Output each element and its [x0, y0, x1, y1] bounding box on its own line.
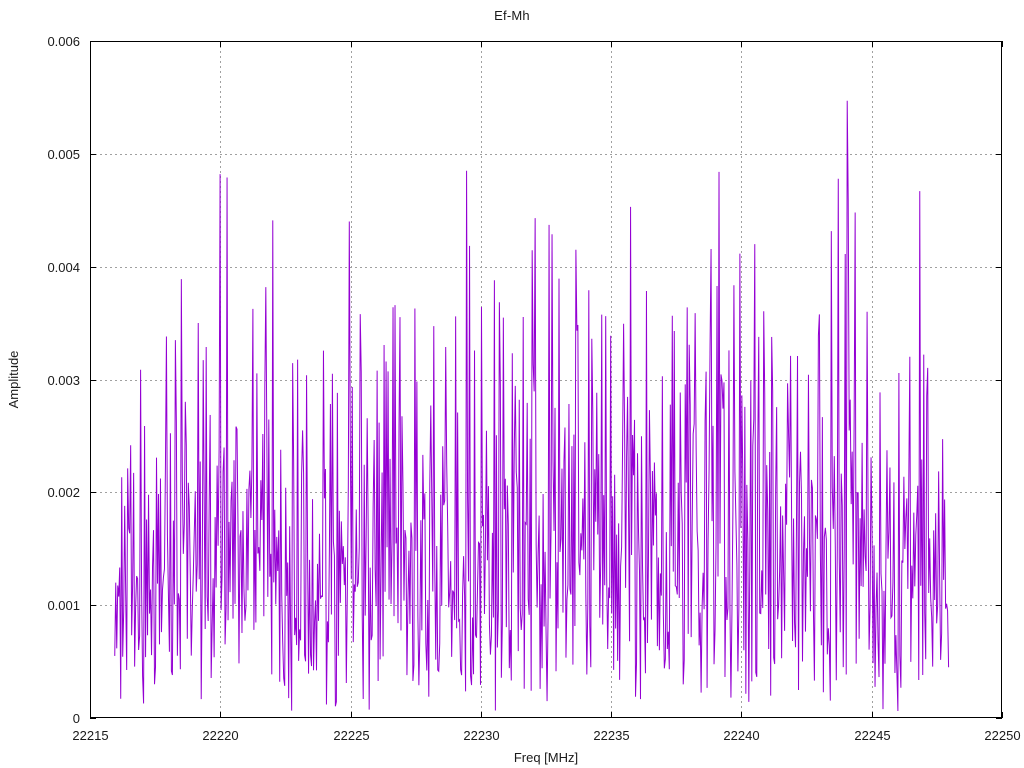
chart-title: Ef-Mh	[494, 8, 530, 23]
x-tick-label: 22230	[463, 728, 499, 743]
y-tick-label: 0	[73, 711, 80, 726]
x-tick-label: 22235	[593, 728, 629, 743]
y-tick-label: 0.003	[47, 373, 80, 388]
data-series-layer	[114, 100, 950, 712]
y-tick-label: 0.005	[47, 147, 80, 162]
data-series-line	[114, 100, 950, 712]
x-tick-label: 22245	[854, 728, 890, 743]
y-tick-label: 0.006	[47, 34, 80, 49]
x-tick-label: 22240	[723, 728, 759, 743]
x-tick-label: 22225	[333, 728, 369, 743]
y-tick-label: 0.001	[47, 598, 80, 613]
x-tick-label: 22215	[72, 728, 108, 743]
x-tick-label: 22250	[984, 728, 1020, 743]
y-tick-label: 0.002	[47, 485, 80, 500]
x-axis-label: Freq [MHz]	[514, 750, 578, 765]
y-axis-label: Amplitude	[6, 351, 21, 409]
y-tick-label: 0.004	[47, 260, 80, 275]
x-tick-label: 22220	[202, 728, 238, 743]
axis-labels-layer: 22215 22220 22225 22230 22235 22240 22245 22250…	[6, 34, 1021, 765]
plot-frame	[90, 41, 1002, 718]
